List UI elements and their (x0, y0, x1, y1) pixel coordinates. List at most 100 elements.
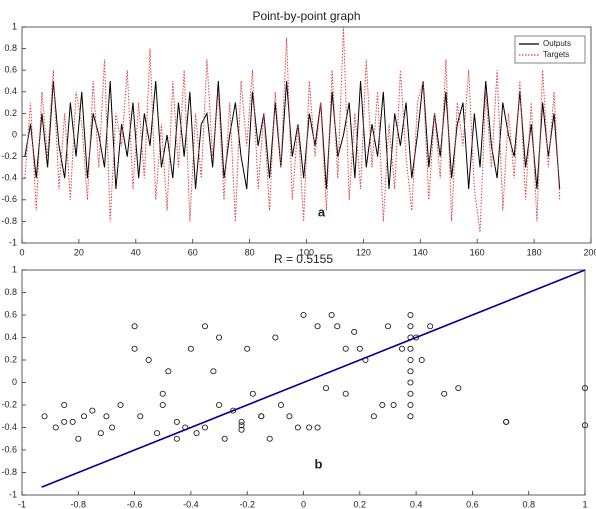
point (407, 356, 414, 364)
x-tick-label: 180 (527, 247, 542, 257)
point (244, 345, 251, 352)
y-tick-label: 0 (12, 377, 17, 387)
x-tick-label: 0.2 (354, 499, 367, 509)
legend (514, 35, 586, 64)
fit-line (41, 269, 586, 488)
point (379, 401, 386, 409)
x-tick-label: -0.4 (183, 499, 199, 509)
y-tick-label: -0.2 (1, 399, 17, 409)
x-tick-label: 80 (245, 247, 255, 257)
point (109, 424, 116, 431)
point (407, 345, 414, 352)
x-tick-label: 0.8 (522, 499, 535, 509)
point (193, 430, 200, 437)
x-tick-label: 120 (356, 247, 371, 257)
point (427, 323, 434, 330)
point (314, 424, 321, 431)
point (238, 422, 245, 429)
x-tick-label: 100 (299, 247, 314, 257)
point (201, 323, 209, 330)
point (154, 430, 161, 437)
point (210, 368, 217, 375)
y-tick-label: 0.2 (4, 108, 17, 118)
point (314, 323, 321, 330)
y-tick-label: -0.8 (1, 467, 17, 477)
point (286, 413, 293, 420)
point (356, 345, 363, 352)
y-tick-label: 0.6 (4, 65, 17, 75)
annotation: a (318, 204, 326, 219)
plot-area (21, 26, 592, 244)
point (503, 418, 510, 425)
y-tick-label: 1 (12, 264, 17, 274)
point (407, 323, 414, 330)
point (187, 345, 194, 352)
point (581, 385, 589, 392)
point (300, 311, 307, 319)
point (173, 435, 180, 442)
point (145, 356, 152, 364)
point (398, 345, 406, 352)
x-tick-label: 20 (74, 247, 84, 257)
point (52, 424, 59, 431)
x-tick-label: 140 (413, 247, 428, 257)
x-tick-label: 200 (583, 247, 596, 257)
x-tick-label: -0.8 (71, 499, 87, 509)
y-tick-label: 0.4 (4, 86, 17, 96)
series-line (24, 26, 561, 233)
point (131, 323, 138, 330)
point (370, 413, 377, 420)
point (294, 424, 301, 431)
point (334, 323, 341, 330)
y-tick-label: 0.4 (4, 332, 17, 342)
legend-label: Targets (543, 50, 569, 59)
point (407, 311, 414, 319)
point (131, 345, 138, 352)
point (89, 407, 96, 414)
point (61, 401, 68, 409)
point (165, 368, 172, 375)
point (61, 418, 68, 425)
point (238, 418, 245, 425)
point (215, 401, 223, 409)
legend-label: Outputs (543, 39, 571, 48)
y-tick-label: -0.6 (1, 194, 17, 204)
y-tick-label: 1 (12, 21, 17, 31)
point (277, 401, 285, 409)
point (173, 418, 180, 425)
point (272, 334, 279, 341)
point (159, 401, 166, 409)
y-tick-label: -0.6 (1, 444, 17, 454)
chart-title: Point-by-point graph (252, 9, 360, 23)
point (306, 424, 313, 431)
chart-title: R = 0.5155 (274, 252, 333, 266)
point (342, 390, 349, 397)
point (103, 413, 110, 420)
x-tick-label: -0.6 (127, 499, 143, 509)
y-tick-label: -0.2 (1, 151, 17, 161)
point (230, 407, 237, 414)
point (384, 323, 392, 330)
x-tick-label: 60 (188, 247, 198, 257)
x-tick-label: 0.6 (466, 499, 479, 509)
y-tick-label: 0.6 (4, 309, 17, 319)
x-tick-label: -1 (18, 499, 26, 509)
y-tick-label: -0.4 (1, 422, 17, 432)
point (97, 430, 104, 437)
x-tick-label: 160 (470, 247, 485, 257)
point (215, 334, 223, 341)
point (137, 413, 144, 420)
point (221, 435, 228, 442)
point (258, 413, 265, 420)
point (581, 422, 589, 429)
point (41, 413, 48, 420)
x-tick-label: 0 (19, 247, 24, 257)
point (322, 385, 330, 392)
y-tick-label: 0 (12, 129, 17, 139)
point (342, 345, 349, 352)
y-tick-label: -0.4 (1, 173, 17, 183)
point (201, 424, 209, 431)
x-tick-label: 0 (301, 499, 306, 509)
point (407, 390, 414, 397)
